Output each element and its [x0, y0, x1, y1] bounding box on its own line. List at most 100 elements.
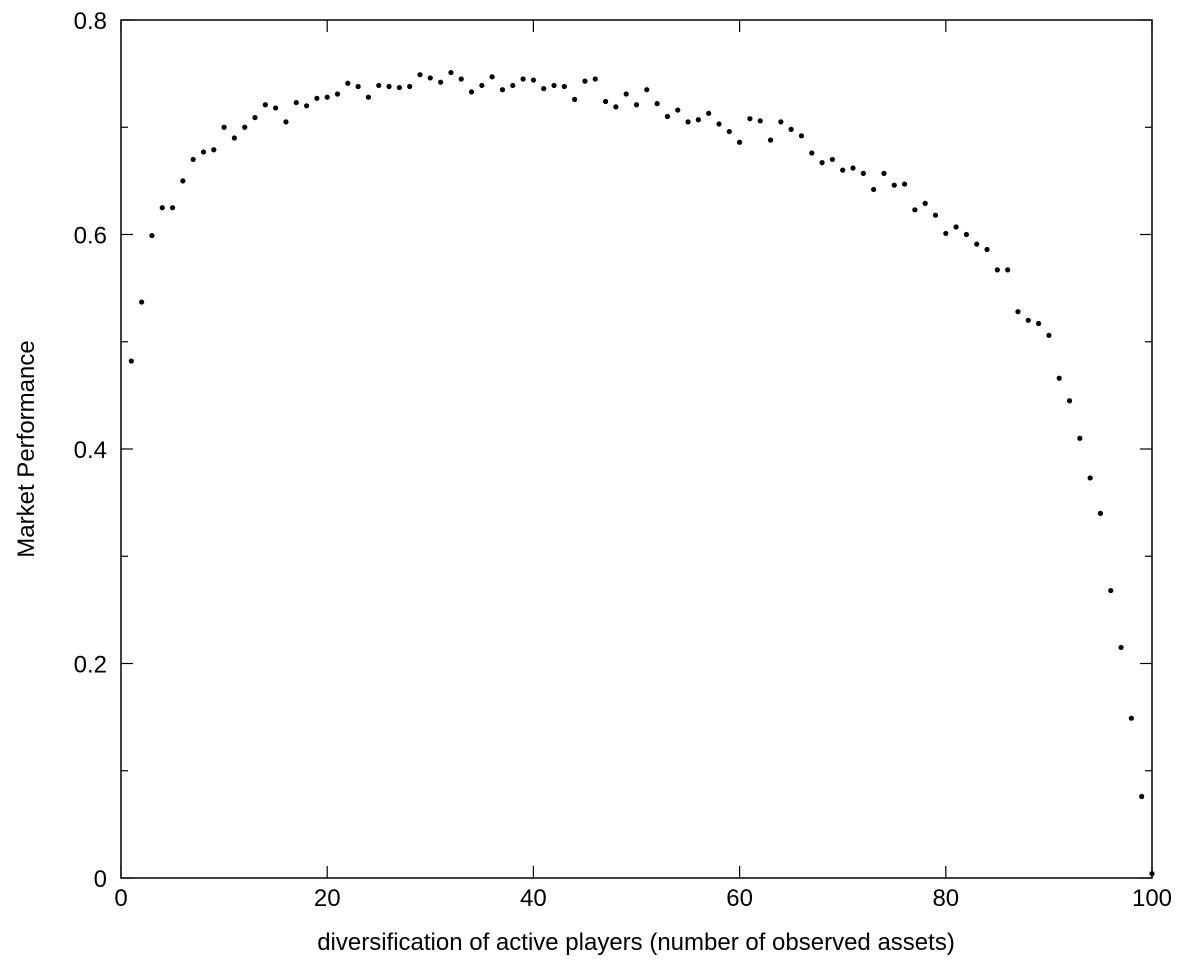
data-point [788, 126, 794, 132]
plot-frame [120, 19, 1153, 879]
data-point [963, 231, 970, 238]
data-point [376, 82, 382, 89]
data-point [582, 78, 588, 84]
data-point [510, 82, 516, 89]
data-point [386, 83, 392, 90]
data-point [334, 91, 341, 97]
data-point [685, 119, 691, 125]
data-point [974, 241, 980, 247]
y-tick-label: 0.2 [74, 652, 107, 679]
data-point [633, 102, 640, 108]
data-point [860, 170, 866, 176]
data-point [953, 224, 959, 230]
data-point [499, 87, 506, 93]
data-point [252, 114, 258, 121]
data-point [1046, 332, 1052, 338]
data-point [200, 149, 207, 155]
data-point [871, 186, 877, 193]
data-point [396, 84, 402, 91]
data-point [572, 96, 578, 102]
data-point [912, 207, 918, 213]
data-point [293, 99, 299, 106]
data-point [1066, 398, 1073, 404]
data-point [355, 83, 361, 90]
data-point [840, 167, 846, 173]
data-point [128, 358, 134, 364]
data-point [881, 170, 887, 176]
data-point [778, 119, 784, 125]
x-tick-label: 40 [520, 885, 547, 912]
data-point [1025, 317, 1031, 323]
data-point [530, 77, 537, 83]
data-point [407, 83, 413, 90]
data-point [737, 139, 743, 145]
data-point [602, 98, 609, 105]
data-point [561, 83, 567, 90]
data-point [922, 200, 928, 206]
data-point [984, 246, 990, 253]
data-point [458, 76, 464, 82]
data-point [551, 82, 557, 89]
x-tick-label: 0 [114, 885, 127, 912]
data-point [1005, 267, 1011, 273]
data-point [1149, 871, 1155, 877]
data-point [943, 230, 949, 237]
data-point [850, 165, 856, 171]
data-point [324, 94, 330, 100]
data-point [169, 205, 176, 211]
data-point [242, 124, 248, 130]
data-point [489, 74, 495, 80]
data-point [706, 110, 712, 116]
data-point [716, 121, 722, 127]
data-point [479, 82, 485, 89]
data-point [468, 89, 475, 95]
data-point [675, 107, 681, 113]
data-point [1077, 435, 1083, 441]
y-tick-label: 0.6 [74, 223, 107, 250]
x-tick-label: 20 [314, 885, 341, 912]
data-points [128, 69, 1155, 877]
x-tick-label: 80 [932, 885, 959, 912]
data-point [809, 150, 815, 156]
data-point [1097, 510, 1104, 516]
data-point [664, 113, 671, 120]
data-point [1118, 644, 1124, 651]
x-tick-label: 100 [1132, 885, 1172, 912]
data-point [417, 72, 423, 78]
data-point [891, 182, 897, 188]
data-point [654, 101, 660, 107]
data-point [1056, 375, 1062, 381]
data-point [994, 267, 1000, 273]
data-point [623, 91, 629, 97]
data-point [180, 178, 186, 184]
data-point [262, 102, 268, 108]
data-point [613, 104, 619, 110]
data-point [365, 94, 372, 100]
data-point [149, 232, 155, 239]
x-tick-label: 60 [726, 885, 753, 912]
data-point [139, 299, 145, 305]
data-point [726, 128, 732, 135]
data-point [345, 80, 351, 86]
data-point [211, 147, 217, 153]
data-point [1128, 715, 1134, 721]
data-point [932, 212, 939, 218]
data-point [829, 156, 835, 163]
y-axis-title: Market Performance [13, 340, 40, 557]
data-point [1087, 475, 1093, 481]
data-point [1035, 320, 1042, 327]
data-point [819, 160, 825, 166]
data-point [798, 133, 805, 139]
data-point [592, 76, 598, 82]
data-point [159, 205, 165, 211]
data-point [1108, 587, 1114, 594]
data-point [757, 118, 763, 124]
data-point [695, 117, 701, 123]
data-point [427, 75, 433, 81]
data-point [221, 124, 227, 130]
data-point [273, 105, 279, 111]
x-axis-title: diversification of active players (numbe… [317, 929, 955, 956]
data-point [901, 181, 908, 187]
data-point [541, 86, 547, 92]
